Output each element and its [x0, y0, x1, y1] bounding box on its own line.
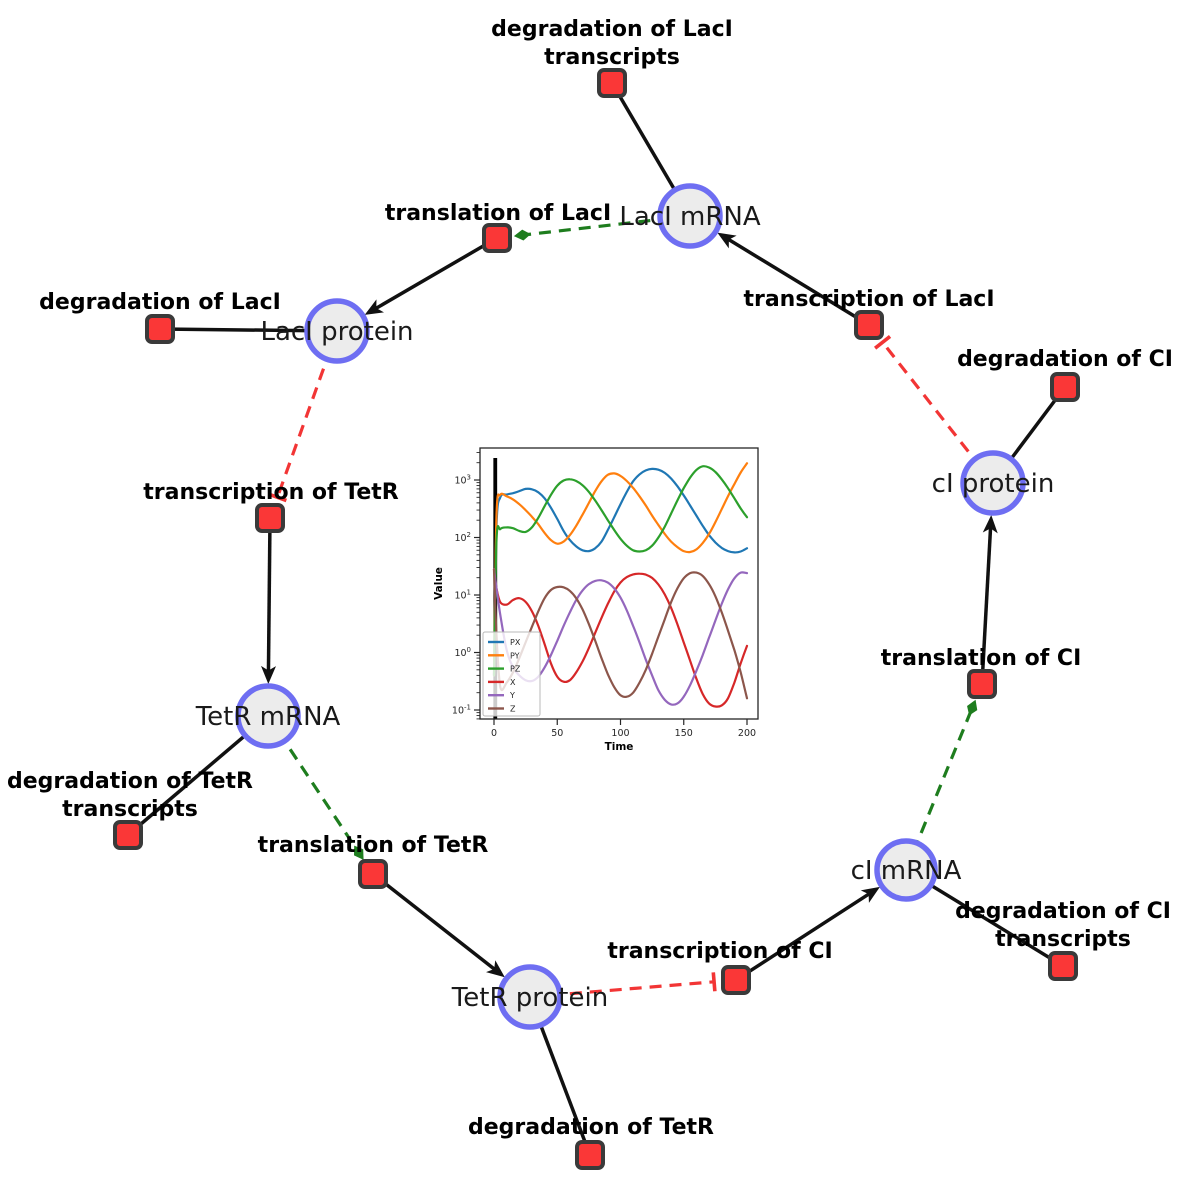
reaction-node-tl_ci[interactable]	[967, 669, 997, 699]
species-label-tetr_mrna: TetR mRNA	[195, 702, 341, 732]
reaction-label-deg_laci_tx-line0: degradation of LacI	[491, 17, 733, 42]
series-line-X	[492, 568, 749, 708]
species-node-tetr_protein[interactable]	[497, 964, 563, 1030]
reaction-label-deg_tetr_tx-line1: transcripts	[62, 797, 198, 822]
species-label-ci_protein: cI protein	[932, 469, 1055, 499]
y-tick-label: 102	[454, 531, 471, 544]
x-tick-label: 100	[611, 728, 629, 739]
reaction-label-deg_laci_tx-line1: transcripts	[544, 45, 680, 70]
series-line-PX	[492, 467, 749, 677]
reaction-label-deg_tetr_tx-line0: degradation of TetR	[7, 769, 253, 794]
species-node-ci_mrna[interactable]	[874, 838, 938, 902]
y-axis-label: Value	[433, 567, 445, 600]
reaction-node-deg_tetr[interactable]	[575, 1140, 605, 1170]
legend-label-Z: Z	[510, 705, 516, 714]
legend-label-PY: PY	[510, 651, 520, 660]
species-label-laci_protein: LacI protein	[260, 317, 413, 347]
reaction-label-deg_tetr-line0: degradation of TetR	[468, 1115, 714, 1140]
arrowhead-icon	[717, 232, 737, 249]
y-tick-label: 10-1	[452, 704, 471, 717]
y-tick-label: 100	[454, 646, 471, 659]
species-node-laci_protein[interactable]	[304, 298, 370, 364]
inhibitor-tee-icon	[267, 492, 287, 503]
edge-tl_ci-ci_protein	[980, 522, 993, 685]
edge-tl_tetr-tetr_protein	[371, 872, 500, 974]
edge-tx_ci-ci_mrna	[735, 889, 875, 982]
edge-tx_laci-laci_mrna	[723, 235, 870, 327]
reaction-node-deg_ci_tx[interactable]	[1048, 951, 1078, 981]
reaction-node-deg_laci_tx[interactable]	[597, 68, 627, 98]
x-tick-label: 200	[738, 728, 756, 739]
arrowhead-icon	[486, 960, 505, 978]
x-tick-label: 150	[675, 728, 693, 739]
reaction-label-tx_tetr-line0: transcription of TetR	[143, 480, 399, 505]
reaction-label-tx_ci-line0: transcription of CI	[607, 939, 832, 964]
x-axis-label: Time	[605, 741, 634, 753]
arrowhead-icon	[982, 514, 998, 534]
y-tick-label: 101	[454, 589, 471, 602]
reaction-node-deg_ci[interactable]	[1050, 372, 1080, 402]
arrowhead-icon	[860, 886, 880, 903]
legend-label-Y: Y	[509, 691, 515, 700]
reaction-label-deg_ci_tx-line1: transcripts	[995, 927, 1131, 952]
reaction-label-tl_ci-line0: translation of CI	[881, 646, 1082, 671]
reaction-label-deg_laci-line0: degradation of LacI	[39, 290, 281, 315]
species-node-tetr_mrna[interactable]	[235, 683, 301, 749]
x-tick-label: 0	[491, 728, 497, 739]
series-line-PY	[492, 462, 749, 677]
arrowhead-icon	[364, 299, 384, 315]
legend-label-PZ: PZ	[510, 665, 521, 674]
edge-tl_laci-laci_protein	[370, 236, 498, 313]
legend-label-PX: PX	[510, 638, 521, 647]
timeseries-inset: 103 102 101 100 10-1 0 50 100 150 200 Time Value PX P…	[430, 438, 770, 763]
species-node-ci_protein[interactable]	[960, 450, 1026, 516]
reaction-node-tx_tetr[interactable]	[255, 503, 285, 533]
reaction-node-deg_tetr_tx[interactable]	[113, 820, 143, 850]
x-tick-label: 50	[551, 728, 563, 739]
reaction-label-tl_tetr-line0: translation of TetR	[258, 833, 489, 858]
reaction-node-deg_laci[interactable]	[145, 314, 175, 344]
modifier-arrowhead-icon	[967, 699, 978, 716]
axes-frame	[479, 447, 759, 720]
series-line-PZ	[492, 465, 749, 677]
edge-tx_tetr-tetr_mrna	[266, 517, 272, 677]
arrowhead-icon	[261, 665, 277, 685]
modifier-arrowhead-icon	[354, 845, 364, 860]
reaction-label-tx_laci-line0: transcription of LacI	[743, 287, 994, 312]
reaction-node-tl_laci[interactable]	[482, 223, 512, 253]
series-line-Z	[492, 568, 749, 700]
reaction-node-tx_ci[interactable]	[721, 965, 751, 995]
reaction-node-tl_tetr[interactable]	[358, 859, 388, 889]
reaction-label-tl_laci-line0: translation of LacI	[385, 201, 611, 226]
species-label-ci_mrna: cI mRNA	[851, 856, 962, 886]
modifier-arrowhead-icon	[513, 229, 531, 241]
reaction-node-tx_laci[interactable]	[854, 310, 884, 340]
inhibitor-tee-icon	[873, 335, 892, 350]
timeseries-chart: 103 102 101 100 10-1 0 50 100 150 200 Time Value PX P…	[433, 447, 759, 753]
legend-label-X: X	[510, 678, 516, 687]
species-node-laci_mrna[interactable]	[657, 183, 723, 249]
species-label-tetr_protein: TetR protein	[451, 983, 608, 1013]
y-tick-label: 103	[454, 474, 471, 487]
reaction-label-deg_ci-line0: degradation of CI	[957, 347, 1173, 372]
reaction-label-deg_ci_tx-line0: degradation of CI	[955, 899, 1171, 924]
species-label-laci_mrna: LacI mRNA	[619, 202, 760, 232]
inhibitor-tee-icon	[711, 972, 717, 992]
